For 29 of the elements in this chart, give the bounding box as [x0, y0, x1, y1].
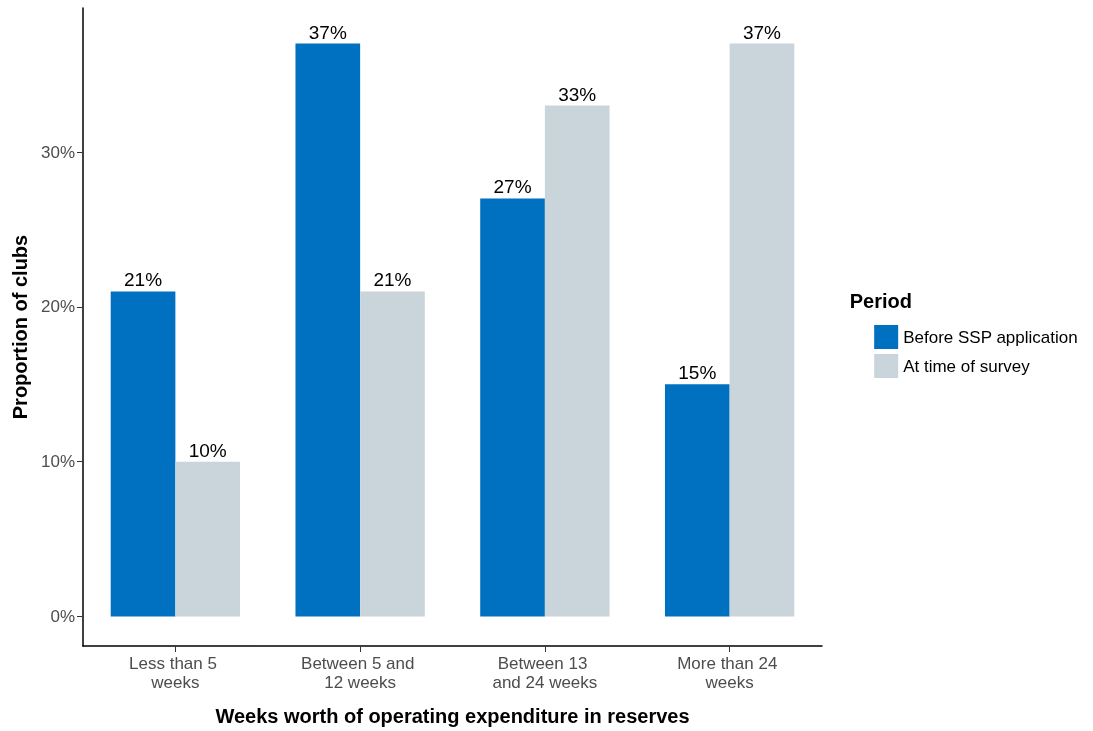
y-tick-label: 30%	[40, 142, 75, 162]
bar	[110, 291, 176, 617]
y-axis-title: Proportion of clubs	[9, 234, 32, 420]
legend-label: Before SSP application	[903, 327, 1078, 347]
bar	[664, 384, 730, 617]
data-label: 27%	[493, 176, 532, 198]
bar	[729, 43, 795, 617]
data-label: 37%	[308, 21, 347, 43]
x-axis-title: Weeks worth of operating expenditure in reserves	[215, 705, 690, 727]
y-tick-label: 20%	[40, 297, 75, 317]
data-label: 21%	[373, 269, 412, 291]
legend-label: At time of survey	[903, 356, 1031, 376]
bar	[295, 43, 361, 617]
data-label: 21%	[124, 269, 163, 291]
data-label: 33%	[558, 83, 597, 105]
data-label: 37%	[742, 21, 782, 43]
bar	[544, 105, 610, 617]
bar	[175, 461, 241, 617]
bar	[360, 291, 425, 617]
x-tick-label: Between 5 and 12 weeks	[301, 654, 420, 692]
y-tick-label: 10%	[40, 452, 75, 472]
x-tick-label: Less than 5 weeks	[129, 654, 222, 692]
data-label: 10%	[188, 439, 227, 461]
legend-title: Period	[849, 290, 913, 312]
data-label: 15%	[678, 362, 717, 384]
bar	[480, 198, 545, 617]
y-tick-label: 0%	[50, 607, 75, 627]
x-tick-label: Between 13 and 24 weeks	[492, 654, 598, 692]
x-tick-label: More than 24 weeks	[677, 654, 783, 692]
